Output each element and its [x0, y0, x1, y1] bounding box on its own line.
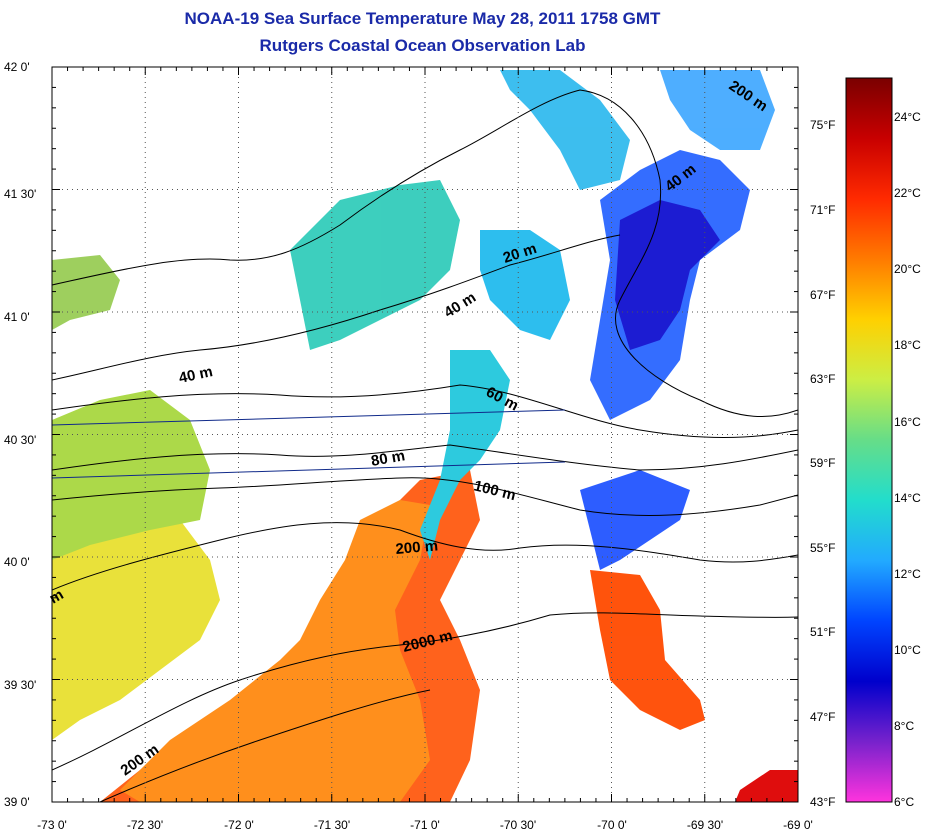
- lon-tick-label: -70 0': [597, 818, 627, 832]
- sst-green-region: [52, 390, 210, 560]
- contour-label-40m-center: 40 m: [441, 289, 479, 322]
- bathymetry-contours: [52, 89, 798, 802]
- contour-line-40m: [52, 234, 621, 381]
- sst-east-warm: [590, 570, 705, 730]
- contour-label-200m-center: 200 m: [395, 537, 439, 558]
- fahrenheit-tick-label: 55°F: [810, 541, 835, 555]
- map-subtitle: Rutgers Coastal Ocean Observation Lab: [259, 36, 586, 55]
- contour-label-40m-west: 40 m: [177, 363, 214, 387]
- contour-line-200m: [52, 522, 798, 591]
- contour-line-80m: [52, 444, 798, 471]
- celsius-tick-label: 18°C: [894, 338, 921, 352]
- transect-line-south: [52, 461, 566, 479]
- fahrenheit-tick-label: 63°F: [810, 372, 835, 386]
- fahrenheit-scale-labels: 75°F 71°F 67°F 63°F 59°F 55°F 51°F 47°F …: [810, 118, 835, 809]
- lat-tick-label: 40 30': [4, 433, 36, 447]
- contour-line-2000m: [52, 612, 798, 771]
- lat-tick-label: 39 30': [4, 678, 36, 692]
- lat-tick-label: 41 30': [4, 187, 36, 201]
- lat-tick-label: 39 0': [4, 795, 30, 809]
- celsius-tick-label: 24°C: [894, 110, 921, 124]
- sst-yellow-region: [52, 520, 220, 740]
- lat-tick-label: 42 0': [4, 60, 30, 74]
- contour-line-60m: [52, 384, 798, 438]
- celsius-scale-labels: 24°C 22°C 20°C 18°C 16°C 14°C 12°C 10°C …: [894, 110, 921, 809]
- sst-cyan-northeast: [500, 70, 630, 190]
- contour-line-coast: [52, 89, 798, 417]
- lat-tick-label: 41 0': [4, 310, 30, 324]
- celsius-tick-label: 14°C: [894, 491, 921, 505]
- map-title: NOAA-19 Sea Surface Temperature May 28, …: [184, 9, 661, 28]
- celsius-tick-label: 12°C: [894, 567, 921, 581]
- lon-tick-label: -71 30': [314, 818, 350, 832]
- sst-cyan-central: [420, 350, 510, 560]
- sst-orange-region: [120, 500, 430, 802]
- lon-tick-label: -71 0': [410, 818, 440, 832]
- contour-line-100m: [52, 477, 798, 516]
- fahrenheit-tick-label: 59°F: [810, 456, 835, 470]
- celsius-tick-label: 22°C: [894, 186, 921, 200]
- colorbar: [845, 77, 893, 803]
- lon-tick-label: -72 0': [224, 818, 254, 832]
- transect-line-north: [52, 409, 566, 426]
- contour-line-south: [99, 689, 431, 802]
- lat-axis-labels: 42 0' 41 30' 41 0' 40 30' 40 0' 39 30' 3…: [4, 60, 36, 809]
- celsius-tick-label: 16°C: [894, 415, 921, 429]
- sst-light-blue-northeast: [660, 70, 775, 150]
- sst-blue-patch-east: [580, 470, 690, 570]
- celsius-tick-label: 6°C: [894, 795, 914, 809]
- contour-label-100m: 100 m: [472, 477, 517, 504]
- lon-tick-label: -70 30': [500, 818, 536, 832]
- fahrenheit-tick-label: 71°F: [810, 203, 835, 217]
- sst-cyan-region: [290, 180, 460, 350]
- lon-tick-label: -72 30': [127, 818, 163, 832]
- transect-lines: [52, 409, 566, 479]
- lon-tick-label: -69 0': [783, 818, 813, 832]
- sst-deep-blue-region: [615, 200, 720, 350]
- fahrenheit-tick-label: 43°F: [810, 795, 835, 809]
- sst-field: [52, 70, 798, 802]
- celsius-tick-label: 8°C: [894, 719, 914, 733]
- sst-red-corner: [735, 770, 798, 802]
- celsius-tick-label: 10°C: [894, 643, 921, 657]
- fahrenheit-tick-label: 67°F: [810, 288, 835, 302]
- fahrenheit-tick-label: 47°F: [810, 710, 835, 724]
- lon-tick-label: -73 0': [37, 818, 67, 832]
- celsius-tick-label: 20°C: [894, 262, 921, 276]
- lat-tick-label: 40 0': [4, 555, 30, 569]
- fahrenheit-tick-label: 75°F: [810, 118, 835, 132]
- lon-axis-labels: -73 0' -72 30' -72 0' -71 30' -71 0' -70…: [37, 818, 813, 832]
- sst-green-northwest: [52, 255, 120, 330]
- fahrenheit-tick-label: 51°F: [810, 625, 835, 639]
- lon-tick-label: -69 30': [687, 818, 723, 832]
- axis-ticks: [51, 66, 799, 803]
- contour-label-80m: 80 m: [370, 447, 407, 470]
